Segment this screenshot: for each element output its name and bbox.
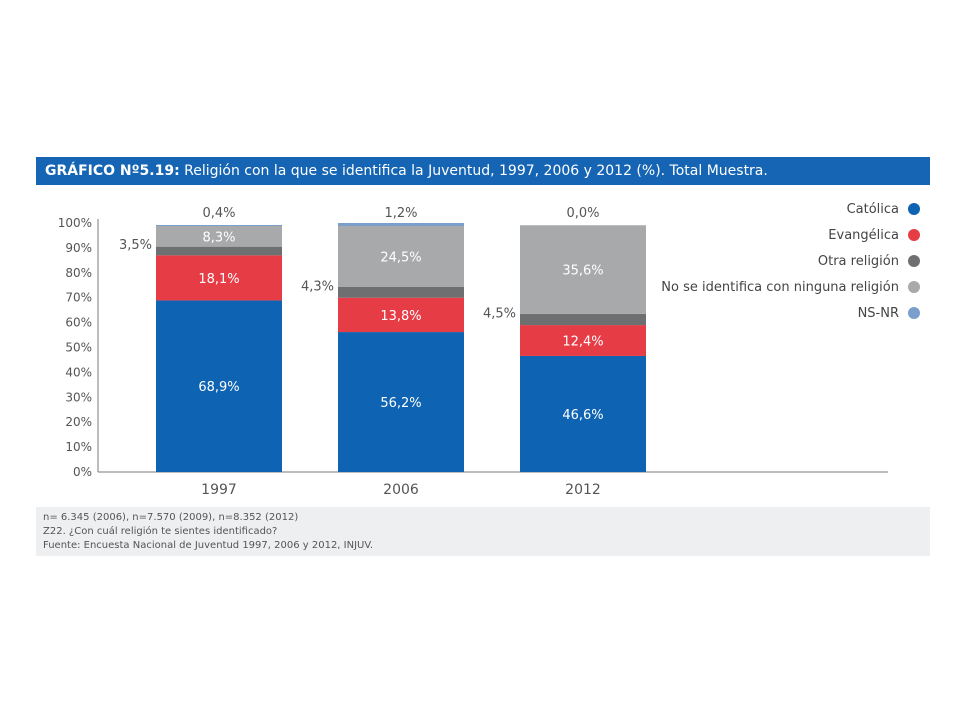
bar-segment [156,224,282,226]
data-label: 46,6% [562,408,603,423]
legend-swatch [908,229,920,241]
legend-swatch [908,255,920,267]
data-label: 8,3% [202,230,235,245]
legend-item: Otra religión [661,248,920,274]
y-tick-label: 100% [58,216,92,230]
legend-item: NS-NR [661,300,920,326]
data-label: 24,5% [380,250,421,265]
legend-item: No se identifica con ninguna religión [661,274,920,300]
y-tick-label: 80% [65,266,92,280]
data-label: 3,5% [119,238,152,253]
x-tick-label: 1997 [201,482,237,498]
legend-label: NS-NR [857,305,899,321]
x-tick-label: 2006 [383,482,419,498]
legend-label: No se identifica con ninguna religión [661,279,899,295]
legend-label: Católica [846,201,899,217]
chart-notes: n= 6.345 (2006), n=7.570 (2009), n=8.352… [36,507,930,556]
bar-segment [156,255,282,301]
y-tick-label: 30% [65,390,92,404]
y-tick-label: 70% [65,291,92,305]
y-tick-label: 90% [65,241,92,255]
legend-item: Católica [661,196,920,222]
data-label: 18,1% [198,272,239,287]
y-tick-label: 50% [65,341,92,355]
bar-segment [338,286,464,298]
bar-segment [338,225,464,287]
data-label: 0,4% [202,206,235,221]
y-tick-label: 10% [65,440,92,454]
bar-segment [520,355,646,472]
data-label: 4,5% [483,306,516,321]
data-label: 68,9% [198,380,239,395]
y-tick-label: 0% [73,465,92,479]
note-source: Fuente: Encuesta Nacional de Juventud 19… [43,540,374,551]
y-tick-label: 20% [65,415,92,429]
stacked-bar-chart: 0% 10% 20% 30% 40% 50% 60% 70% 80% 90% 100% 68,9% 18… [58,206,888,498]
data-label: 13,8% [380,309,421,324]
data-label: 12,4% [562,335,603,350]
bar-segment [338,223,464,226]
chart-legend: Católica Evangélica Otra religión No se ide… [661,196,920,326]
bar-segment [520,313,646,326]
data-label: 1,2% [384,206,417,221]
legend-item: Evangélica [661,222,920,248]
x-tick-label: 2012 [565,482,601,498]
chart-panel: 0% 10% 20% 30% 40% 50% 60% 70% 80% 90% 100% 68,9% 18… [36,186,930,506]
data-label: 4,3% [301,279,334,294]
bar-segment [156,246,282,256]
note-sample-size: n= 6.345 (2006), n=7.570 (2009), n=8.352… [43,512,299,523]
data-label: 56,2% [380,396,421,411]
bar-segment [338,297,464,333]
data-label: 0,0% [566,206,599,221]
chart-title-text: Religión con la que se identifica la Juv… [179,163,768,179]
note-question: Z22. ¿Con cuál religión te sientes ident… [43,526,278,537]
legend-swatch [908,307,920,319]
data-label: 35,6% [562,264,603,279]
bar-segment [520,325,646,356]
legend-swatch [908,281,920,293]
bar-segment [520,225,646,314]
legend-label: Evangélica [828,227,899,243]
y-tick-label: 40% [65,365,92,379]
y-tick-label: 60% [65,316,92,330]
legend-swatch [908,203,920,215]
chart-title: GRÁFICO Nº5.19: Religión con la que se i… [36,157,930,185]
bar-segment [338,332,464,472]
bar-segment [156,300,282,472]
chart-title-prefix: GRÁFICO Nº5.19: [45,163,180,179]
legend-label: Otra religión [817,253,899,269]
bar-segment [156,225,282,247]
